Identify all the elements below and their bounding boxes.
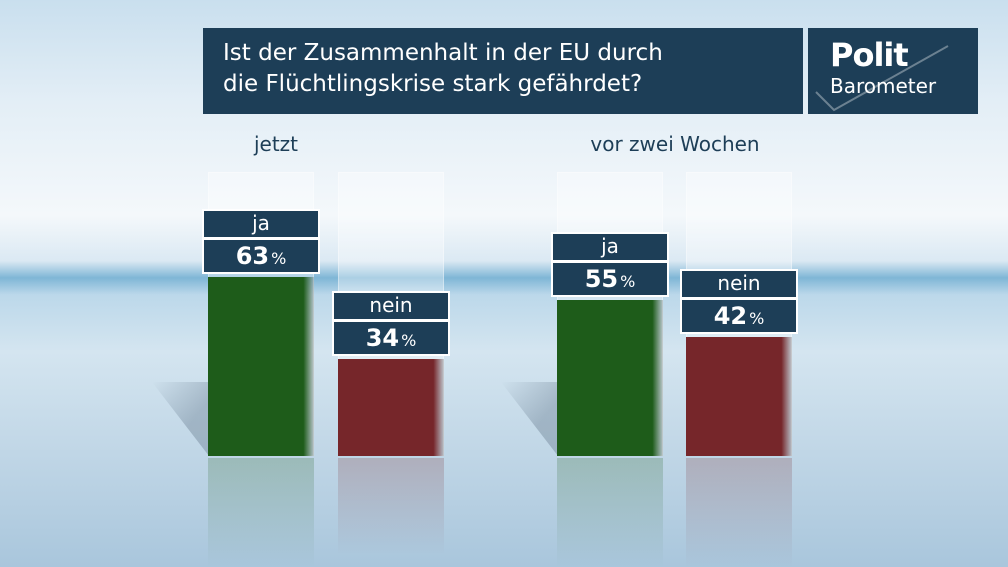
value-label-nein: 34% <box>334 322 448 355</box>
checkmark-icon <box>815 45 949 112</box>
value-number: 42 <box>713 301 748 330</box>
value-number: 63 <box>235 242 270 271</box>
bar-ja <box>557 299 663 456</box>
bar-shadow <box>501 382 561 456</box>
series-label-ja: ja <box>553 233 667 260</box>
value-unit: % <box>749 308 765 328</box>
bar-shadow <box>152 382 212 456</box>
series-label-nein: nein <box>334 293 448 320</box>
value-label-ja: 55% <box>553 262 667 295</box>
value-unit: % <box>271 249 287 269</box>
value-label-nein: 42% <box>682 299 796 332</box>
logo-text-bottom: Barometer <box>830 74 937 98</box>
value-unit: % <box>401 331 417 351</box>
title-line-1: Ist der Zusammenhalt in der EU durch <box>223 40 663 66</box>
group-label: vor zwei Wochen <box>590 132 760 156</box>
logo-text-top: Polit <box>830 36 909 74</box>
value-label-ja: 63% <box>204 240 318 273</box>
series-label-ja: ja <box>204 211 318 238</box>
chart-title: Ist der Zusammenhalt in der EU durch die… <box>203 28 803 114</box>
bar-nein <box>686 336 792 456</box>
series-label-nein: nein <box>682 270 796 297</box>
value-unit: % <box>620 271 636 291</box>
group-label: jetzt <box>253 132 299 156</box>
bar-reflection <box>208 458 314 567</box>
bar-ja <box>208 277 314 456</box>
bar-reflection <box>338 458 444 555</box>
bar-nein <box>338 359 444 456</box>
bar-reflection <box>686 458 792 567</box>
value-number: 34 <box>365 324 400 353</box>
title-line-2: die Flüchtlingskrise stark gefährdet? <box>223 71 643 97</box>
politbarometer-logo: Polit Barometer <box>808 28 978 114</box>
bar-reflection <box>557 458 663 567</box>
value-number: 55 <box>584 264 619 293</box>
